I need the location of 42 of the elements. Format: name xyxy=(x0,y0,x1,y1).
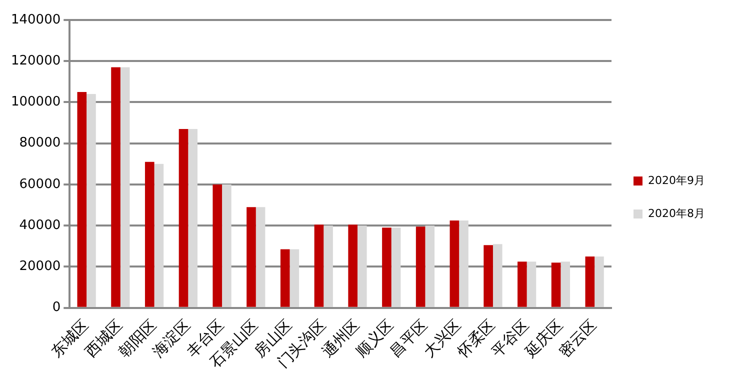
bar xyxy=(246,207,256,307)
bar xyxy=(416,226,426,307)
y-tick-label: 140000 xyxy=(10,12,61,28)
bar xyxy=(77,92,87,307)
bar xyxy=(526,262,536,307)
bar xyxy=(324,226,333,307)
bar xyxy=(492,244,502,307)
bar xyxy=(425,226,435,307)
bar xyxy=(459,220,468,307)
y-tick-label: 0 xyxy=(52,300,61,316)
bar xyxy=(178,128,188,307)
legend-label: 2020年8月 xyxy=(648,206,706,220)
bar xyxy=(222,184,232,307)
bar xyxy=(290,249,300,307)
y-tick-label: 60000 xyxy=(19,176,61,192)
bar xyxy=(484,245,493,307)
bar xyxy=(348,224,358,307)
bar xyxy=(391,228,401,307)
y-tick-label: 20000 xyxy=(19,259,61,274)
bar xyxy=(560,262,570,307)
bar xyxy=(518,262,527,307)
bar xyxy=(86,94,96,307)
bar xyxy=(358,226,367,307)
bar xyxy=(256,207,266,307)
bar xyxy=(188,128,198,307)
bar xyxy=(280,249,290,307)
bar xyxy=(450,220,460,307)
bar xyxy=(551,262,561,307)
bar xyxy=(212,184,222,307)
y-tick-label: 100000 xyxy=(10,94,61,110)
bar xyxy=(154,164,164,307)
bar xyxy=(144,162,154,307)
legend-label: 2020年9月 xyxy=(648,174,706,187)
bar xyxy=(120,67,130,307)
bar xyxy=(585,256,595,307)
bar xyxy=(382,228,392,307)
y-tick-label: 80000 xyxy=(19,136,61,151)
bar xyxy=(314,224,324,307)
y-tick-label: 120000 xyxy=(10,53,61,68)
bar xyxy=(111,67,120,307)
bar xyxy=(594,256,604,307)
y-tick-label: 40000 xyxy=(19,218,61,233)
